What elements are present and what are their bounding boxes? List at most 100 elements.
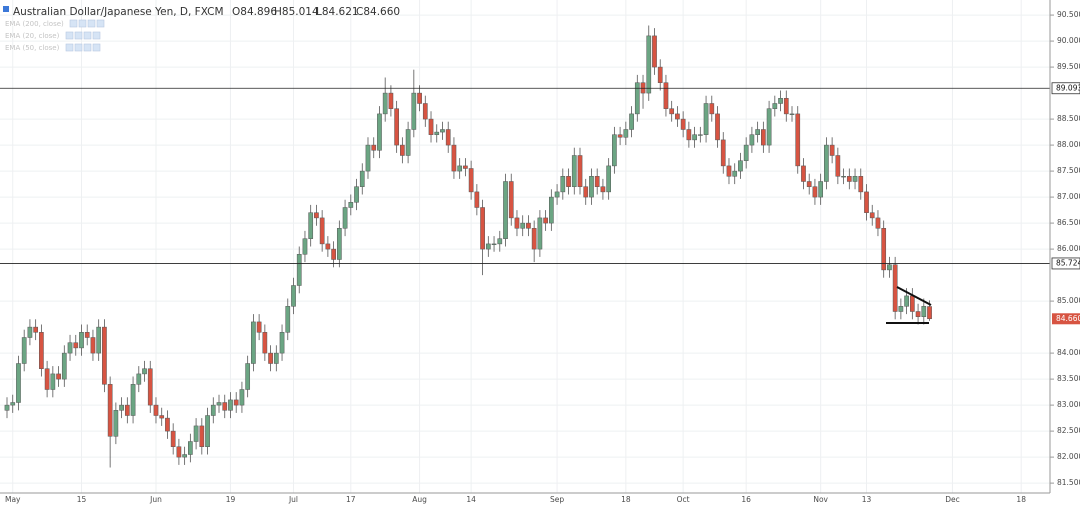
price-badge	[1051, 257, 1080, 270]
candle-body	[16, 363, 21, 403]
candle-body	[199, 425, 205, 447]
indicator-icon[interactable]	[65, 43, 74, 52]
candle-body	[394, 108, 399, 146]
indicator-icon[interactable]	[92, 43, 101, 52]
candle-body	[680, 118, 686, 130]
x-tick-label: 14	[466, 495, 476, 504]
candle-body	[560, 176, 566, 193]
candle-body	[165, 417, 170, 432]
candle-body	[90, 337, 96, 354]
candle-body	[176, 446, 182, 458]
candle-body	[4, 404, 10, 411]
y-tick-label: 87.500	[1057, 166, 1080, 175]
candle-body	[497, 238, 503, 245]
candle-body	[56, 373, 61, 380]
indicator-icon[interactable]	[96, 19, 105, 28]
indicator-icon[interactable]	[74, 43, 83, 52]
candle-body	[388, 92, 394, 109]
candle-body	[812, 186, 818, 198]
candle-body	[887, 264, 892, 271]
candle-body	[216, 402, 222, 406]
x-tick-label: Dec	[945, 495, 960, 504]
candle-body	[892, 264, 898, 312]
candle-body	[841, 176, 846, 178]
candle-body	[411, 92, 417, 130]
candle-body	[27, 326, 33, 338]
indicator-icon[interactable]	[92, 31, 101, 40]
candle-body	[147, 368, 153, 406]
candle-body	[589, 176, 594, 198]
y-tick-label: 85.000	[1057, 296, 1080, 305]
candle-body	[846, 176, 852, 182]
candle-body	[445, 129, 451, 146]
symbol-icon	[3, 6, 9, 12]
candle-body	[142, 368, 147, 375]
candle-body	[692, 134, 697, 141]
candle-body	[428, 118, 434, 135]
indicator-icon[interactable]	[74, 31, 83, 40]
triangle-drawing	[886, 286, 932, 324]
candle-body	[629, 113, 634, 130]
candle-body	[869, 212, 875, 219]
indicator-icon[interactable]	[65, 31, 74, 40]
candle-body	[480, 207, 485, 250]
candle-body	[153, 404, 159, 416]
candle-body	[205, 415, 210, 447]
candle-body	[543, 217, 548, 224]
y-tick-label: 86.000	[1057, 244, 1080, 253]
candle-body	[915, 311, 921, 317]
x-tick-label: 19	[226, 495, 236, 504]
candle-body	[67, 342, 73, 354]
y-tick-label: 87.000	[1057, 192, 1080, 201]
indicator-icon[interactable]	[69, 19, 78, 28]
candle-body	[824, 144, 829, 182]
x-tick-label: Nov	[813, 495, 828, 504]
candle-body	[314, 212, 319, 219]
candle-body	[703, 103, 709, 135]
candle-body	[783, 98, 789, 115]
candle-body	[594, 176, 600, 187]
y-tick-label: 88.000	[1057, 140, 1080, 149]
candle-body	[102, 326, 107, 385]
candle-body	[577, 155, 583, 187]
candle-body	[600, 186, 606, 193]
y-tick-label: 89.500	[1057, 62, 1080, 71]
candle-body	[646, 35, 652, 94]
candle-body	[170, 430, 176, 447]
x-tick-label: Jun	[149, 495, 162, 504]
candle-body	[909, 295, 915, 312]
candle-body	[772, 103, 778, 109]
price-badge-label: 89.093	[1056, 83, 1080, 92]
indicator-icon[interactable]	[83, 43, 92, 52]
candle-body	[503, 181, 508, 239]
y-tick-label: 82.500	[1057, 426, 1080, 435]
candle-body	[457, 165, 463, 172]
candle-body	[382, 92, 388, 115]
y-tick-label: 83.000	[1057, 400, 1080, 409]
candle-body	[268, 352, 273, 364]
candle-body	[50, 373, 56, 390]
indicator-label: EMA (200, close)	[5, 20, 64, 28]
chart-title: Australian Dollar/Japanese Yen, D, FXCM	[13, 6, 224, 18]
x-tick-label: Jul	[288, 495, 298, 504]
candle-body	[113, 410, 119, 437]
candle-body	[222, 402, 228, 411]
candle-body	[761, 129, 766, 146]
candle-body	[279, 332, 285, 354]
indicator-icon[interactable]	[83, 31, 92, 40]
ohlc-high: H85.014	[274, 6, 319, 18]
ohlc-open: O84.896	[232, 6, 277, 18]
candle-body	[130, 384, 136, 416]
ohlc-close: C84.660	[356, 6, 400, 18]
candle-body	[715, 113, 720, 141]
y-tick-label: 86.500	[1057, 218, 1080, 227]
candle-body	[251, 321, 256, 364]
candle-body	[359, 170, 365, 187]
indicator-icon[interactable]	[87, 19, 96, 28]
candle-body	[755, 129, 760, 135]
candle-body	[491, 243, 497, 245]
candle-body	[354, 186, 359, 203]
indicator-icon[interactable]	[78, 19, 87, 28]
candle-body	[858, 176, 864, 193]
candle-body	[732, 170, 738, 177]
